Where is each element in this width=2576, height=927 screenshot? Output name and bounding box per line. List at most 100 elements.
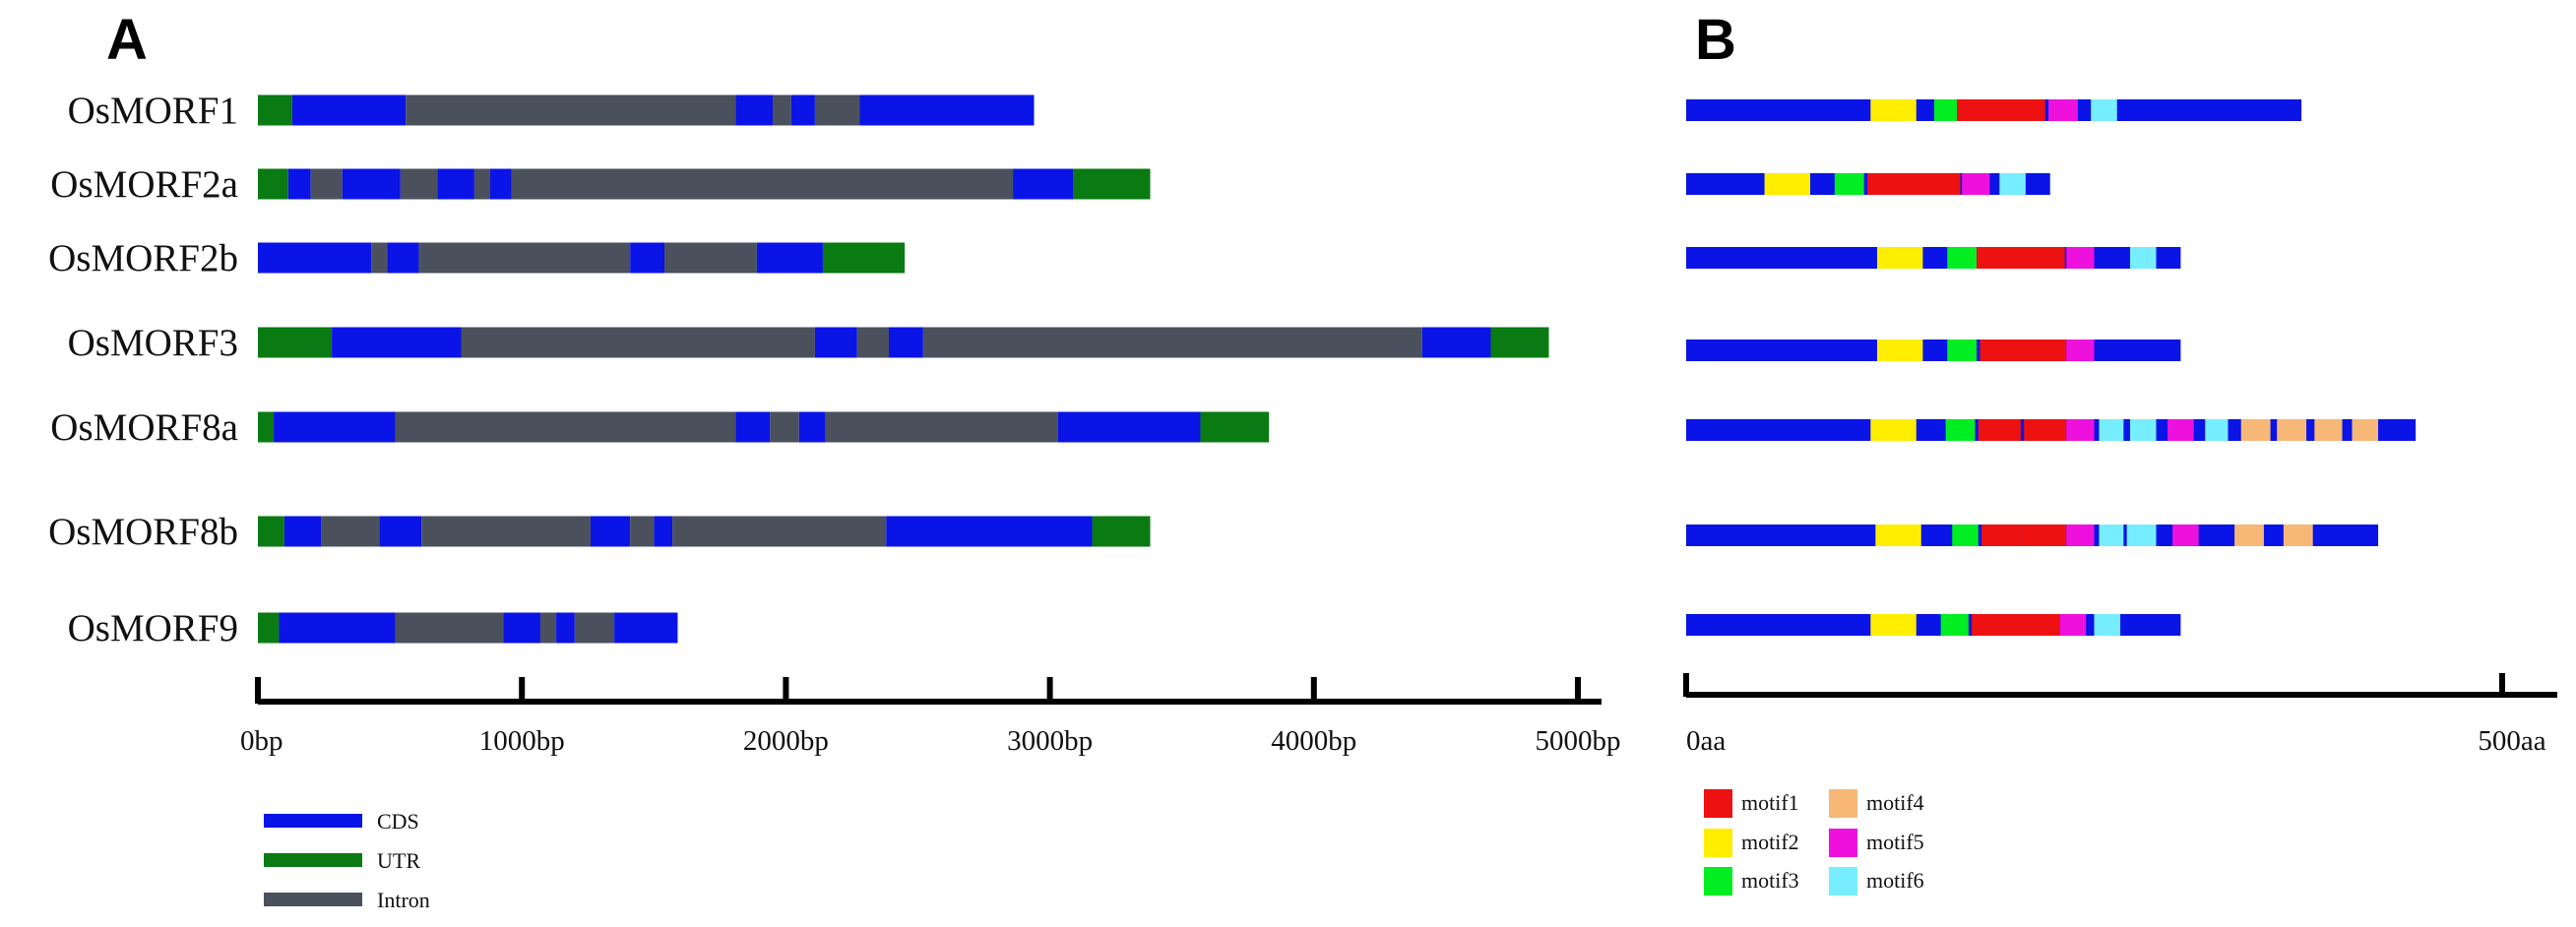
motif6-legend-swatch (1829, 867, 1857, 896)
motif3-box (1945, 419, 1976, 441)
aa-tick-label: 500aa (2478, 725, 2545, 757)
panel-a-gene-structure: OsMORF1 OsMORF2a OsMORF2b OsMORF3 OsMORF8a Os… (48, 90, 1620, 912)
utr-segment (258, 94, 292, 126)
intron-segment (630, 516, 655, 547)
cds-segment (342, 168, 401, 200)
motif4-box (2352, 419, 2378, 441)
motif2-box (1876, 340, 1923, 361)
cds-segment (387, 242, 419, 274)
motif6-box (2099, 419, 2124, 441)
motif3-box (1947, 340, 1978, 361)
cds-segment (654, 516, 673, 547)
motif1-box (1972, 614, 2060, 636)
motif2-box (1764, 173, 1811, 195)
gene-labels: OsMORF1 OsMORF2a OsMORF2b OsMORF3 OsMORF8a Os… (48, 90, 238, 649)
utr-segment (258, 168, 288, 200)
motif3-box (1947, 247, 1978, 269)
intron-segment (400, 168, 438, 200)
motif6-box (2205, 419, 2229, 441)
gene-row (258, 94, 1035, 126)
aa-tick-label: 0aa (1686, 725, 1726, 757)
cds-segment (1421, 327, 1491, 358)
gene-label: OsMORF1 (68, 90, 238, 132)
motif6-box (1999, 173, 2026, 195)
motif2-legend-swatch (1704, 829, 1732, 857)
bp-tick-label: 1000bp (479, 725, 565, 757)
motif4-box (2240, 419, 2271, 441)
motif5-box (2066, 419, 2095, 441)
motif6-box (2099, 525, 2124, 546)
motif4-legend-swatch (1829, 789, 1857, 818)
motif3-box (1934, 99, 1958, 121)
protein-row (1686, 173, 2050, 195)
motif2-box (1870, 614, 1916, 636)
motif-legend-label: motif4 (1866, 790, 1924, 815)
bp-tick-label: 3000bp (1007, 725, 1093, 757)
protein-row (1686, 340, 2181, 361)
bp-tick-label: 0bp (240, 725, 283, 757)
motif5-box (2066, 525, 2095, 546)
cds-segment (814, 327, 857, 358)
intron-segment (814, 94, 860, 126)
motif1-box (1978, 419, 2021, 441)
motif-legend-label: motif5 (1866, 830, 1924, 854)
gene-row (258, 411, 1270, 443)
intron-segment (461, 327, 815, 358)
intron-segment (395, 612, 504, 644)
motif-legend: motif1 motif2 motif3 motif4 motif5 motif6 (1704, 789, 1924, 896)
cds-segment (503, 612, 540, 644)
cds-segment (274, 411, 396, 443)
cds-segment (590, 516, 631, 547)
motif4-box (2234, 525, 2264, 546)
motif3-box (1952, 525, 1979, 546)
gene-label: OsMORF2a (50, 163, 238, 206)
cds-segment (1013, 168, 1074, 200)
cds-segment (614, 612, 678, 644)
utr-segment (1092, 516, 1151, 547)
cds-segment (888, 327, 923, 358)
aa-axis: 0aa 500aa (1683, 673, 2557, 757)
motif1-box (1977, 247, 2065, 269)
cds-segment (258, 242, 372, 274)
motif6-box (2126, 525, 2157, 546)
cds-segment (790, 94, 815, 126)
motif2-box (1870, 419, 1916, 441)
utr-segment (258, 411, 275, 443)
gene-label: OsMORF9 (68, 607, 238, 649)
cds-segment (332, 327, 462, 358)
utr-segment (1490, 327, 1549, 358)
cds-segment (291, 94, 407, 126)
gene-legend-label: Intron (377, 888, 430, 912)
motif6-box (2091, 99, 2117, 121)
intron-segment (772, 94, 791, 126)
protein-row (1686, 525, 2378, 546)
motif1-box (1981, 525, 2021, 546)
motif5-box (2172, 525, 2199, 546)
cds-segment (379, 516, 422, 547)
protein-row (1686, 247, 2181, 269)
motif1-box (1979, 340, 2067, 361)
bp-tick-label: 5000bp (1536, 725, 1621, 757)
motif2-box (1876, 247, 1923, 269)
motif4-box (2283, 525, 2313, 546)
intron-segment (371, 242, 388, 274)
cds-segment (1057, 411, 1201, 443)
cds-segment (756, 242, 823, 274)
motif5-box (2048, 99, 2078, 121)
cds-segment (283, 516, 322, 547)
gene-row (258, 516, 1151, 547)
intron-segment (321, 516, 380, 547)
bp-tick-label: 2000bp (743, 725, 829, 757)
motif5-box (2066, 247, 2095, 269)
panel-b-motif-structure: 0aa 500aa motif1motif2motif3motif4motif5m… (1683, 99, 2557, 896)
motif4-box (2277, 419, 2307, 441)
motif1-box (1957, 99, 2045, 121)
motif6-box (2129, 419, 2157, 441)
cds-segment (859, 94, 1035, 126)
gene-row (258, 327, 1549, 358)
intron-segment (574, 612, 615, 644)
intron-segment (473, 168, 491, 200)
motif3-box (1834, 173, 1864, 195)
motif-legend-label: motif2 (1741, 830, 1799, 854)
motif1-box (2024, 419, 2067, 441)
